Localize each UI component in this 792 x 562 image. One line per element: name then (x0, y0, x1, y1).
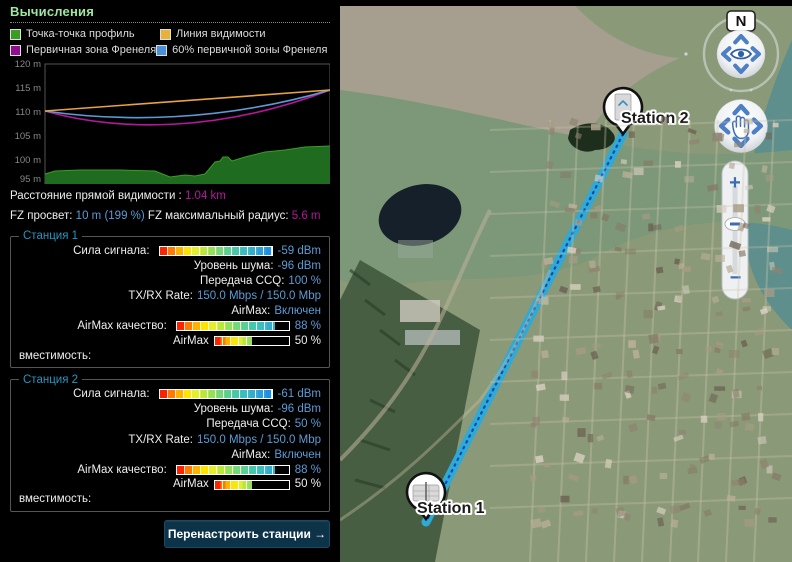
svg-text:Station 1: Station 1 (417, 500, 485, 517)
svg-text:95 m: 95 m (20, 174, 41, 184)
svg-text:100 m: 100 m (15, 155, 41, 166)
svg-text:120 m: 120 m (15, 60, 41, 70)
svg-text:105 m: 105 m (15, 131, 41, 142)
svg-text:+: + (729, 172, 741, 194)
svg-text:N: N (736, 13, 747, 30)
svg-text:110 m: 110 m (15, 107, 41, 118)
svg-text:115 m: 115 m (15, 83, 41, 94)
